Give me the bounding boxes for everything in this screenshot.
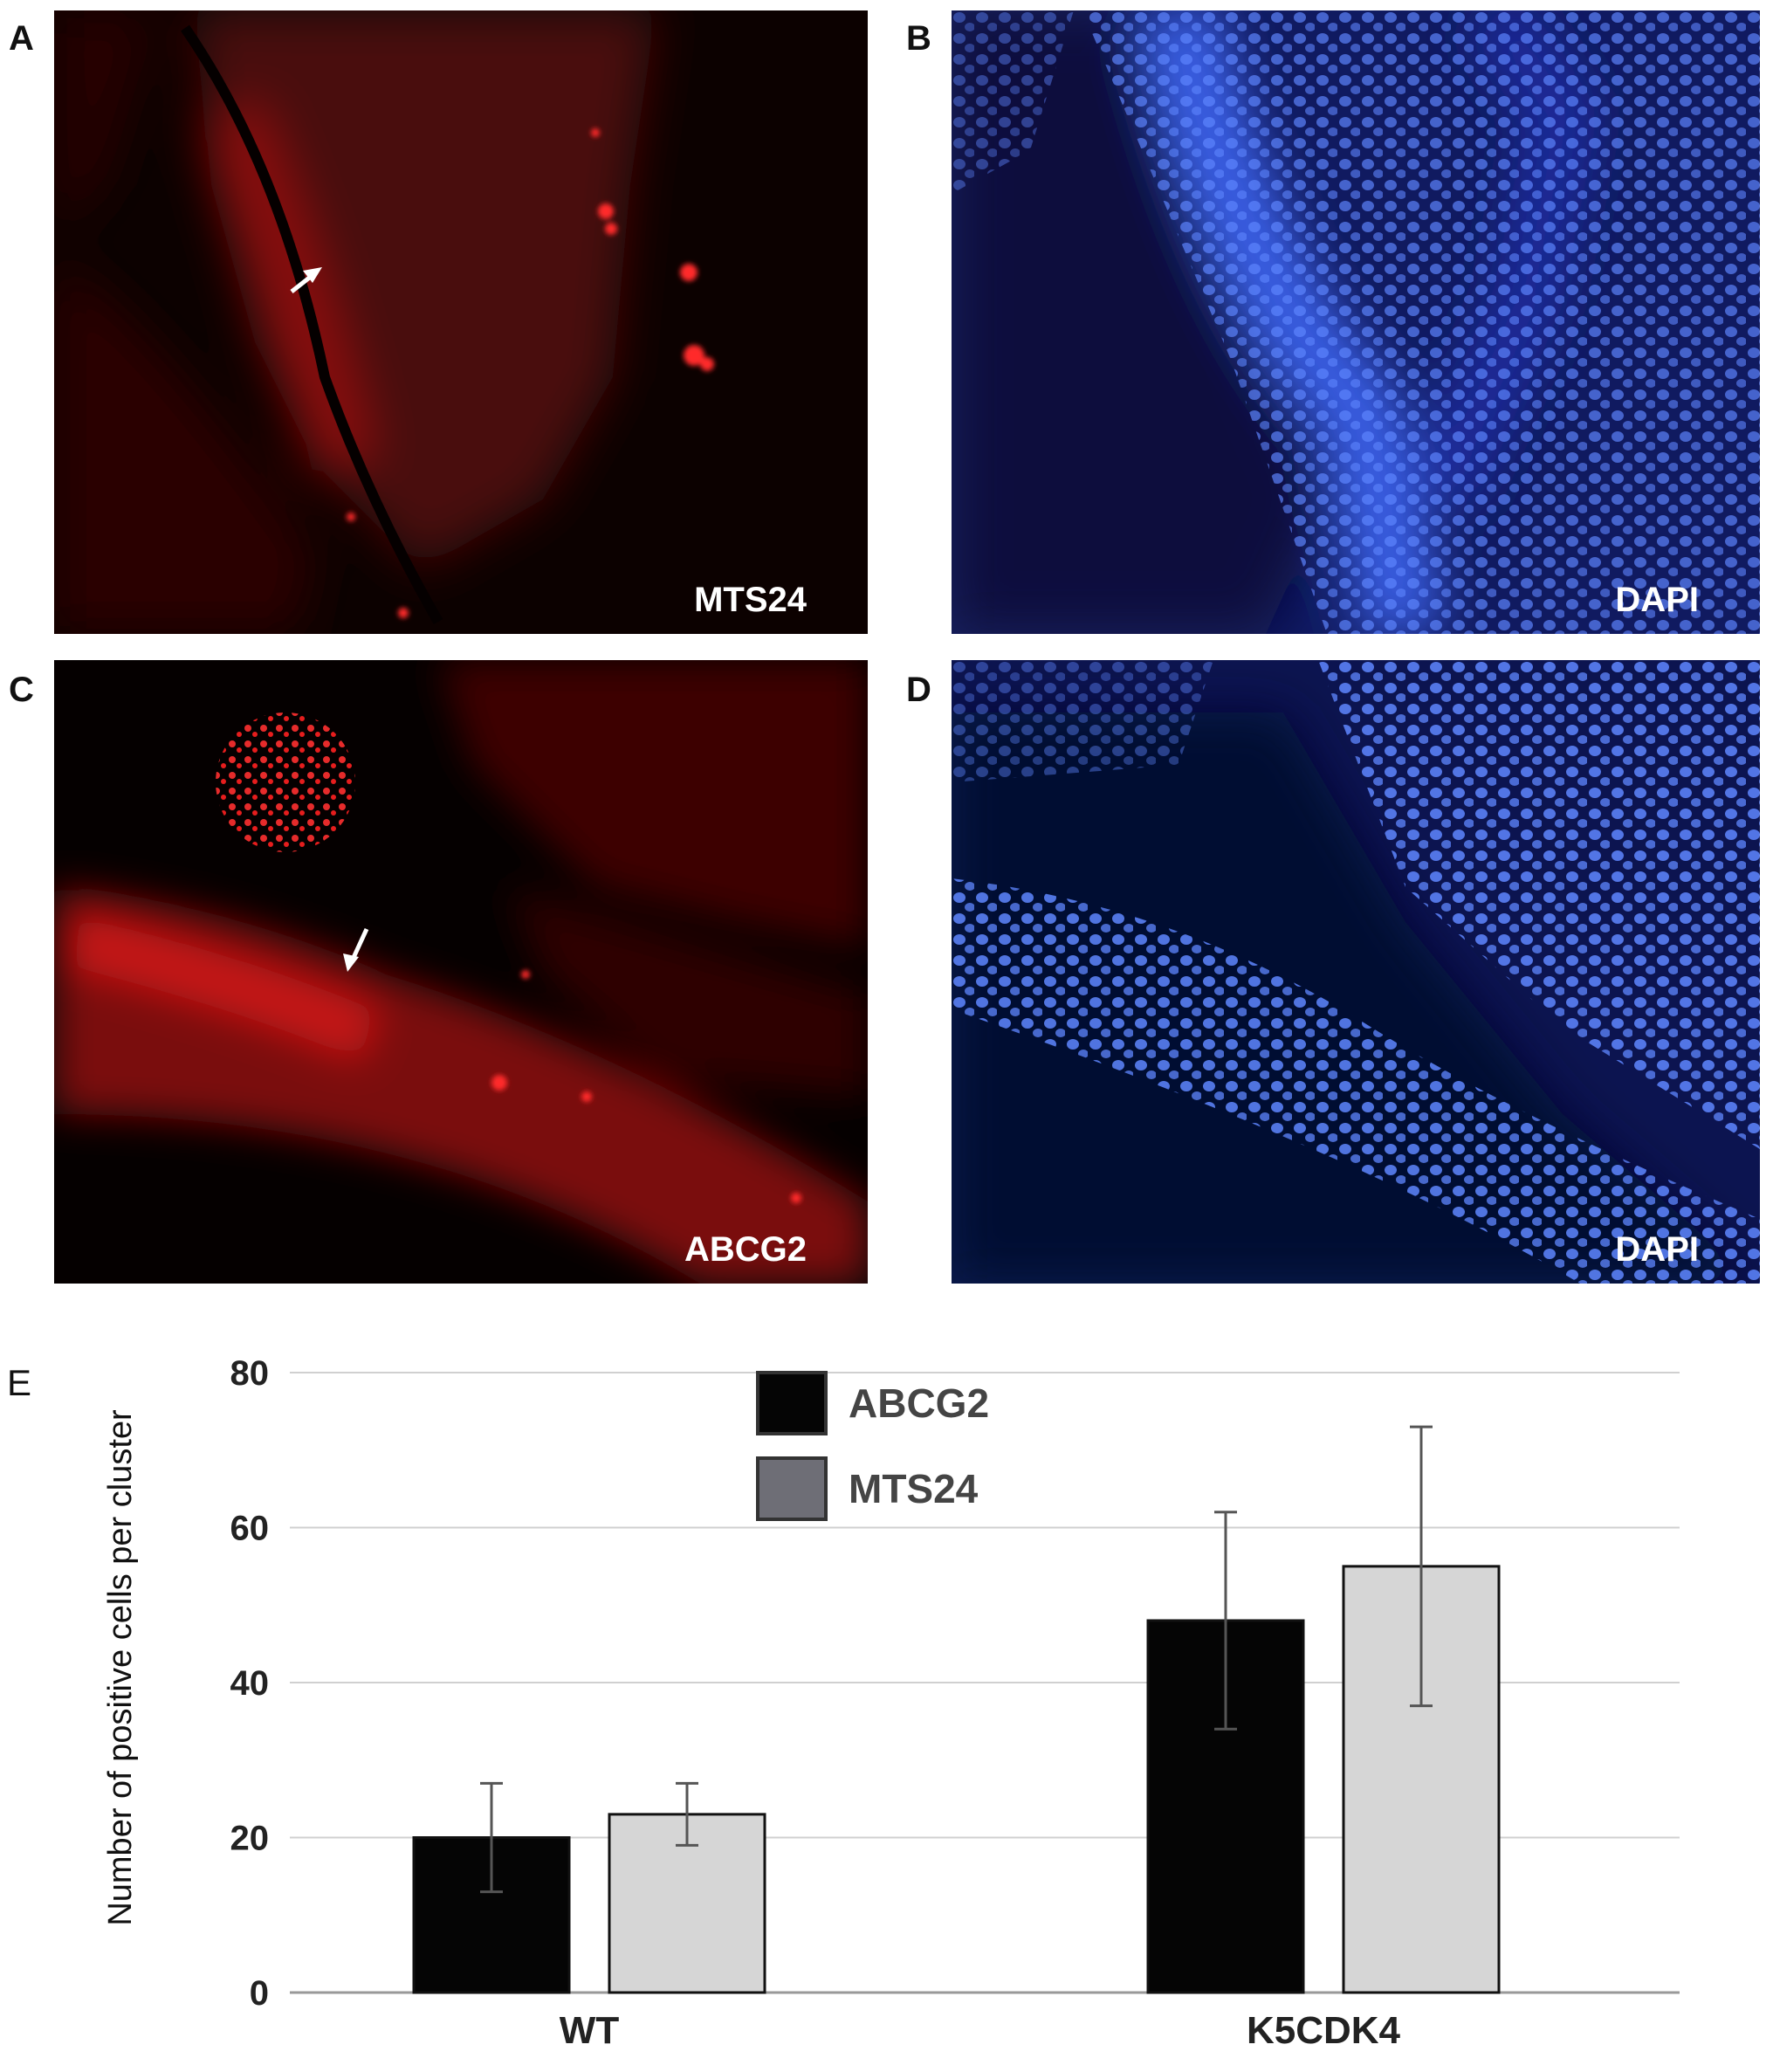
x-tick-k5cdk4: K5CDK4: [1247, 2009, 1401, 2052]
y-tick-40: 40: [230, 1664, 270, 1703]
error-bars: [480, 1425, 1433, 1894]
stain-label-c: ABCG2: [684, 1230, 807, 1269]
y-tick-0: 0: [250, 1974, 269, 2013]
error-bar-abcg2-k5cdk4: [1214, 1511, 1237, 1731]
bars: [412, 1565, 1501, 1994]
error-bar-abcg2-wt: [480, 1781, 503, 1894]
micrograph-d: DAPI: [952, 660, 1760, 1284]
micrograph-a: MTS24: [54, 10, 868, 634]
legend-label-abcg2: ABCG2: [849, 1380, 990, 1426]
y-tick-80: 80: [230, 1354, 270, 1393]
stain-label-b: DAPI: [1615, 581, 1699, 619]
y-tick-20: 20: [230, 1820, 270, 1858]
bar-chart: 0 20 40 60 80 WT K5CDK4 Number of positive ce…: [0, 1310, 1773, 2068]
panel-letter-b: B: [906, 19, 931, 58]
x-tick-wt: WT: [560, 2009, 620, 2052]
y-tick-labels: 0 20 40 60 80: [230, 1354, 270, 2013]
bar-mts24-k5cdk4: [1342, 1565, 1501, 1994]
legend-swatch-abcg2: [756, 1371, 828, 1435]
panel-letter-e: E: [7, 1362, 32, 1403]
y-axis-label: Number of positive cells per cluster: [102, 1409, 139, 1926]
legend-label-mts24: MTS24: [849, 1466, 979, 1511]
error-bar-mts24-wt: [676, 1781, 698, 1847]
legend-swatch-mts24: [756, 1456, 828, 1521]
panel-letter-c: C: [9, 671, 34, 709]
panel-letter-a: A: [9, 19, 34, 58]
x-tick-labels: WT K5CDK4: [560, 2009, 1401, 2052]
error-bar-mts24-k5cdk4: [1410, 1425, 1433, 1708]
y-tick-60: 60: [230, 1510, 270, 1548]
panel-letter-d: D: [906, 671, 931, 709]
stain-label-d: DAPI: [1615, 1230, 1699, 1269]
micrograph-c: ABCG2: [54, 660, 868, 1284]
stain-label-a: MTS24: [694, 581, 807, 619]
micrograph-b: DAPI: [952, 10, 1760, 634]
